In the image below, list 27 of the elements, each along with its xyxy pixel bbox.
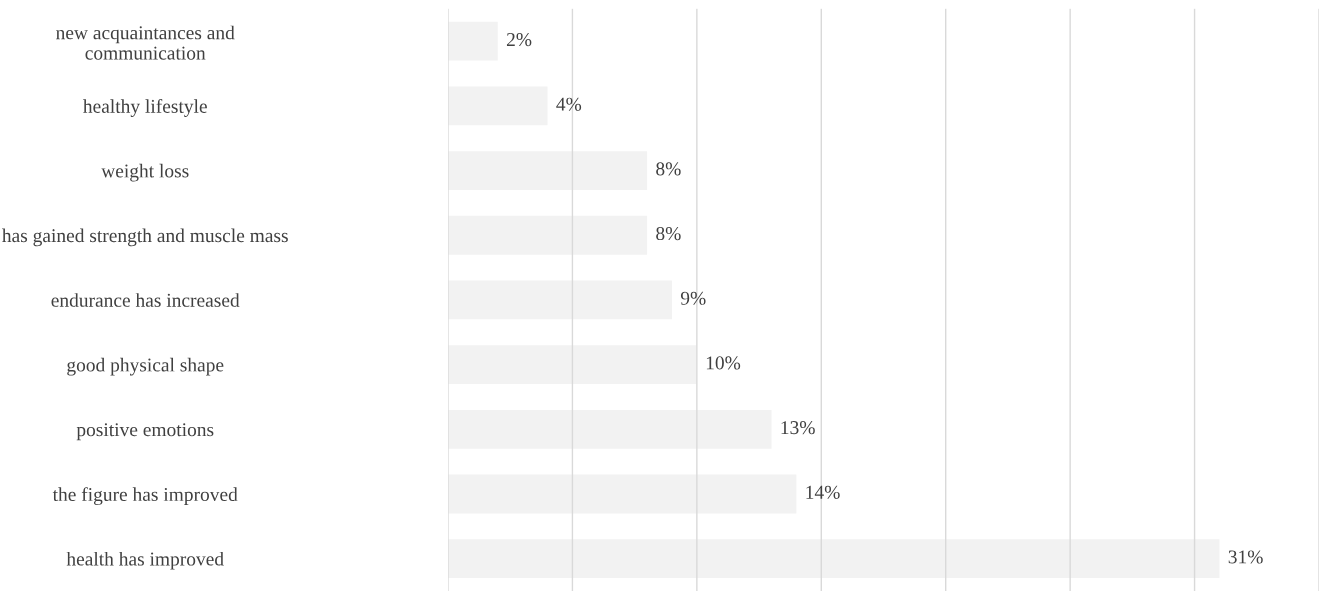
data-label: 4%	[556, 97, 582, 111]
bar	[448, 280, 672, 320]
data-label: 10%	[706, 356, 741, 370]
y-tick-label: new acquaintances and communication	[56, 25, 235, 60]
data-label: 8%	[656, 162, 681, 176]
data-label: 9%	[680, 291, 706, 305]
bar	[448, 409, 772, 449]
y-tick-label: the figure has improved	[52, 487, 238, 506]
y-tick-label: healthy lifestyle	[83, 99, 207, 117]
y-tick-label: health has improved	[66, 551, 224, 570]
bar	[448, 345, 697, 385]
data-label: 2%	[506, 32, 532, 47]
y-tick-label: weight loss	[101, 163, 189, 182]
y-tick-label: positive emotions	[76, 423, 214, 441]
bar	[448, 215, 648, 255]
y-tick-label: endurance has increased	[51, 293, 240, 307]
bar	[448, 86, 548, 126]
bar	[448, 21, 498, 61]
bar	[448, 474, 797, 514]
data-label: 8%	[656, 227, 681, 241]
data-label: 14%	[806, 485, 840, 499]
data-label: 13%	[781, 421, 815, 435]
data-label: 31%	[1228, 550, 1263, 564]
y-tick-label: has gained strength and muscle mass	[2, 228, 288, 247]
bar	[448, 151, 648, 190]
bar	[448, 539, 1220, 579]
y-tick-label: good physical shape	[67, 357, 224, 376]
